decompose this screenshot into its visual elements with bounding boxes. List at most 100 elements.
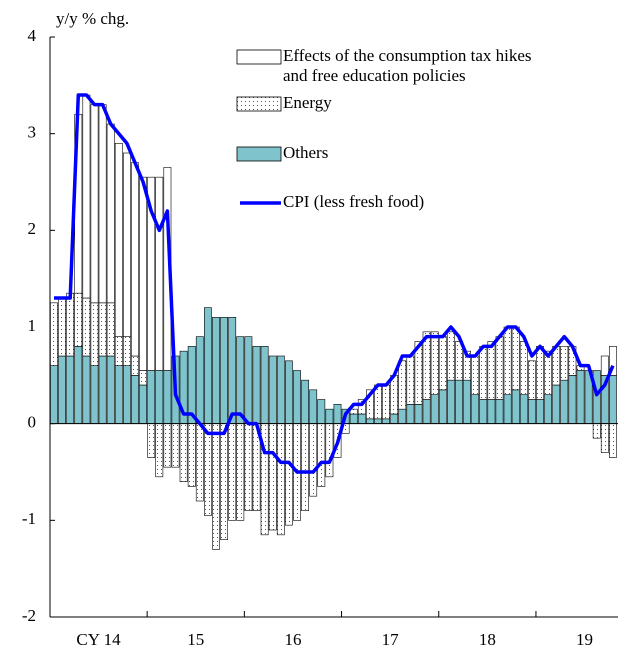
- bar: [252, 346, 261, 424]
- bar: [527, 399, 536, 424]
- bar: [511, 326, 520, 391]
- bar: [479, 346, 488, 400]
- bar: [382, 418, 390, 424]
- bar: [487, 399, 496, 424]
- bar: [74, 346, 83, 424]
- bar: [357, 399, 366, 415]
- bar: [325, 408, 334, 424]
- bar: [374, 418, 382, 424]
- legend-swatch: [236, 49, 282, 65]
- bar: [204, 307, 212, 424]
- bar: [82, 355, 91, 424]
- bar: [608, 346, 617, 376]
- bar: [511, 389, 520, 424]
- bar: [560, 346, 569, 381]
- bar: [131, 355, 139, 376]
- bar: [608, 423, 617, 458]
- bar: [195, 423, 204, 502]
- bar: [268, 423, 277, 531]
- bar: [155, 370, 164, 424]
- bar: [114, 143, 123, 337]
- bar: [82, 94, 91, 299]
- legend-label: Energy: [283, 93, 332, 112]
- bar: [212, 423, 220, 550]
- bar: [463, 379, 471, 424]
- bar: [519, 394, 528, 424]
- bar: [552, 384, 561, 424]
- legend-swatch: [236, 146, 282, 162]
- bar: [147, 176, 156, 371]
- bar: [106, 302, 115, 357]
- bar: [406, 355, 415, 405]
- bar: [276, 423, 285, 536]
- bar: [382, 384, 390, 420]
- bar: [187, 346, 196, 424]
- bar: [414, 404, 423, 424]
- legend-label: Effects of the consumption tax hikes and …: [283, 46, 532, 85]
- bar: [212, 317, 220, 424]
- bar: [139, 176, 147, 371]
- bar: [430, 331, 439, 395]
- bar: [471, 394, 480, 424]
- y-tick-label: 0: [28, 413, 37, 432]
- bar: [179, 423, 188, 482]
- bar: [333, 404, 342, 424]
- bar: [390, 413, 399, 424]
- bar: [163, 423, 172, 468]
- bar: [114, 336, 123, 366]
- bar: [487, 341, 496, 400]
- bar: [455, 379, 463, 424]
- bar: [600, 423, 609, 453]
- bar: [66, 355, 75, 424]
- x-tick-label: 15: [187, 630, 204, 649]
- y-tick-label: 4: [28, 26, 37, 45]
- bar: [446, 331, 455, 381]
- bar: [139, 384, 147, 424]
- bar: [592, 423, 601, 439]
- bar: [90, 365, 99, 424]
- y-axis-label: y/y % chg.: [56, 9, 129, 28]
- bar: [600, 355, 609, 376]
- bar: [560, 379, 569, 424]
- y-tick-label: 1: [28, 316, 37, 335]
- bar: [131, 375, 139, 424]
- bar: [527, 360, 536, 400]
- bar: [155, 176, 164, 371]
- bar: [90, 302, 99, 366]
- bar: [365, 418, 374, 424]
- bar: [438, 389, 447, 424]
- bar: [220, 423, 228, 540]
- bar: [349, 413, 358, 424]
- bar: [552, 346, 561, 386]
- bar: [50, 302, 58, 366]
- bar: [58, 355, 66, 424]
- bar: [317, 423, 326, 487]
- y-tick-label: -2: [22, 606, 36, 625]
- bar: [106, 355, 115, 424]
- bar: [608, 375, 617, 424]
- bar: [90, 104, 99, 304]
- bar: [114, 365, 123, 424]
- bar: [398, 360, 407, 410]
- bar: [106, 123, 115, 304]
- bar: [268, 355, 277, 424]
- bar: [244, 336, 253, 424]
- bar: [438, 336, 447, 391]
- bar: [301, 423, 309, 511]
- bar: [301, 379, 309, 424]
- legend-swatch: [236, 96, 282, 112]
- cpi-line: [54, 93, 615, 474]
- bar: [325, 423, 334, 478]
- bar: [204, 423, 212, 516]
- bar: [430, 394, 439, 424]
- bar: [74, 292, 83, 347]
- bar: [592, 370, 601, 424]
- legend-label: CPI (less fresh food): [283, 192, 424, 211]
- bar: [365, 389, 374, 420]
- bar: [139, 370, 147, 386]
- x-tick-label: 17: [382, 630, 400, 649]
- bar: [58, 297, 66, 357]
- legend-label: Others: [283, 143, 328, 162]
- bar: [536, 399, 544, 424]
